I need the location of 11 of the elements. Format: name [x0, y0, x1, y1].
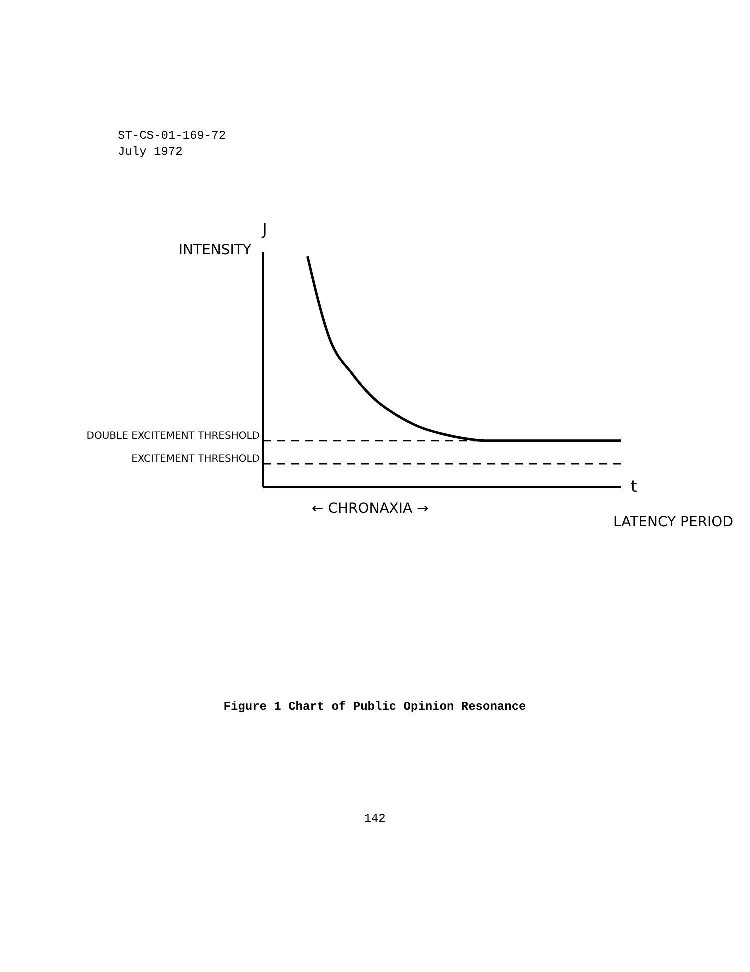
text: ← CHRONAXIA → [312, 501, 430, 517]
x-axis-title: LATENCY PERIOD [614, 514, 734, 530]
text: J [262, 220, 268, 239]
text: t [631, 477, 638, 496]
ref-line-label: EXCITEMENT THRESHOLD [132, 454, 260, 465]
ref-line-label: DOUBLE EXCITEMENT THRESHOLD [86, 430, 260, 442]
text: July 1972 [118, 144, 184, 160]
text: Figure 1 Chart of Public Opinion Resonance [222, 700, 528, 714]
text: 142 [363, 812, 387, 826]
text: ST-CS-01-169-72 [118, 128, 226, 144]
y-axis-title: INTENSITY [178, 242, 252, 258]
